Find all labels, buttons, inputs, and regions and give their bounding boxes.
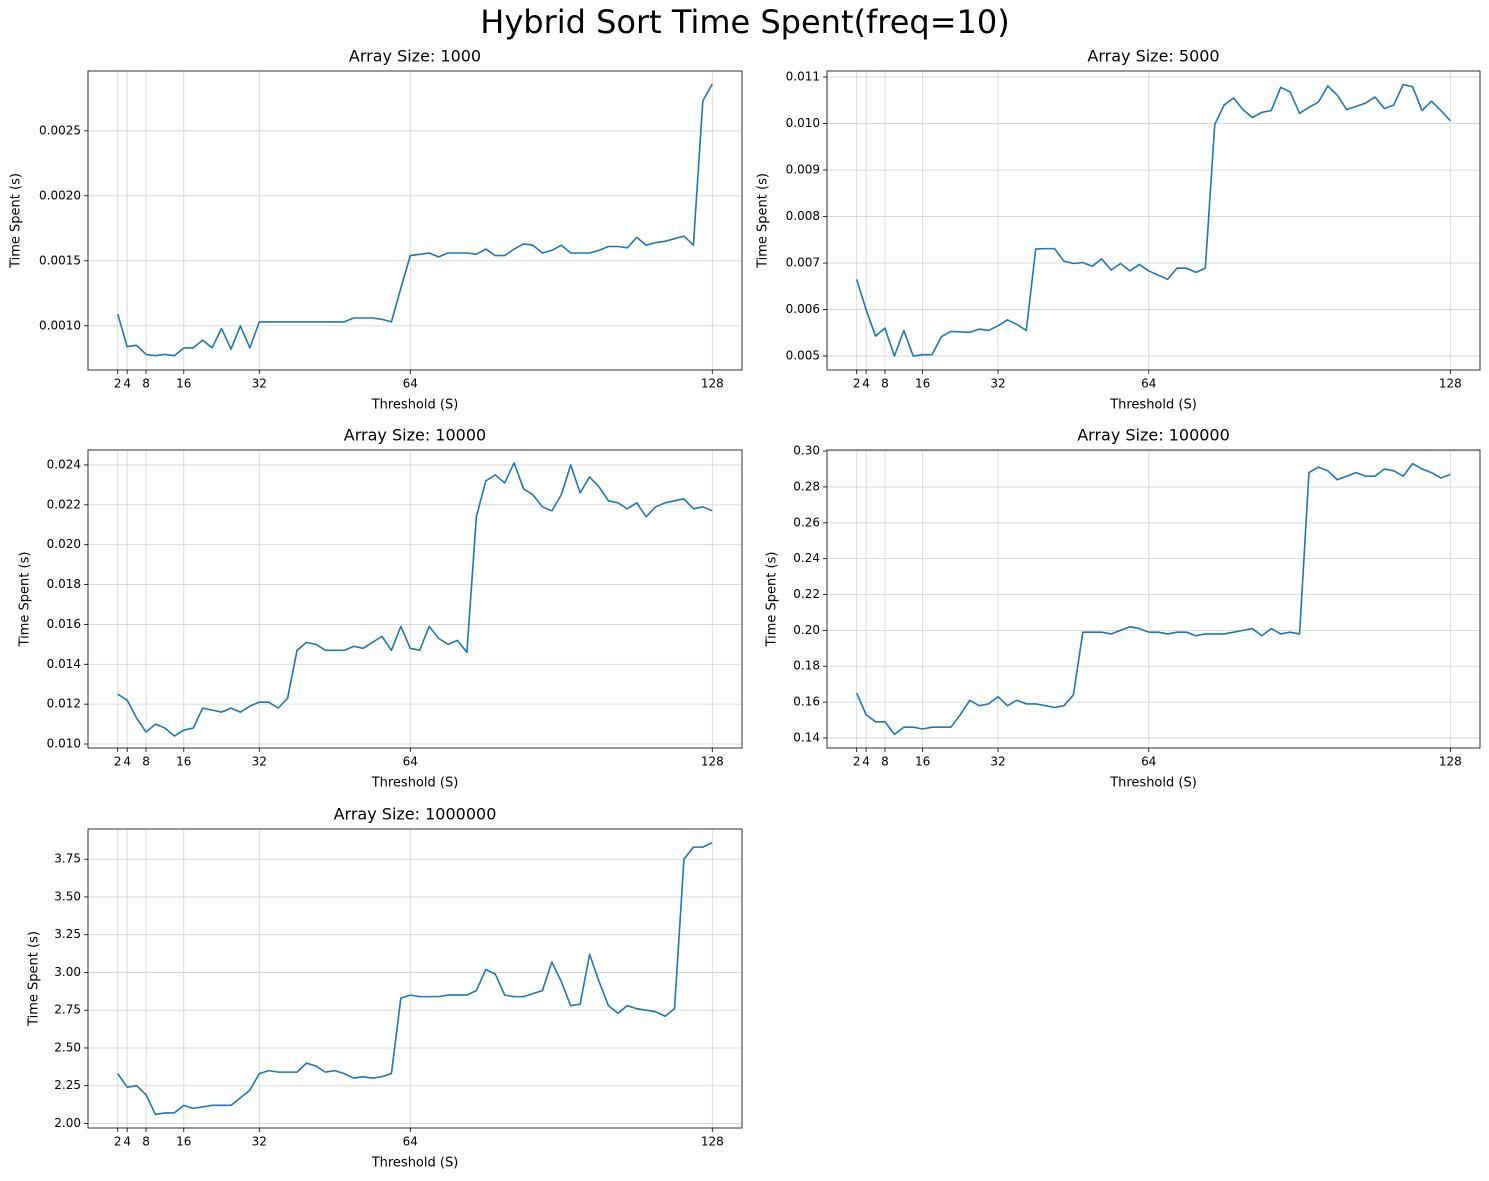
x-tick-label: 16 xyxy=(915,377,930,391)
y-tick-label: 0.26 xyxy=(793,515,820,529)
x-tick-label: 32 xyxy=(990,377,1005,391)
y-tick-label: 0.009 xyxy=(786,163,820,177)
y-tick-label: 0.0015 xyxy=(39,253,81,267)
x-axis-label: Threshold (S) xyxy=(371,1156,459,1171)
x-tick-label: 32 xyxy=(252,1135,267,1149)
subplot-title: Array Size: 100000 xyxy=(1077,426,1230,445)
y-tick-label: 0.012 xyxy=(47,697,81,711)
y-tick-label: 0.007 xyxy=(786,256,820,270)
x-tick-label: 4 xyxy=(862,755,870,769)
y-tick-label: 0.0020 xyxy=(39,188,81,202)
y-tick-label: 0.018 xyxy=(47,577,81,591)
subplot-title: Array Size: 5000 xyxy=(1087,47,1219,66)
x-tick-label: 64 xyxy=(403,377,418,391)
data-line xyxy=(116,83,713,357)
plot-frame xyxy=(87,449,743,749)
y-tick-label: 0.022 xyxy=(47,497,81,511)
y-tick-label: 0.0025 xyxy=(39,123,81,137)
x-tick-label: 8 xyxy=(142,755,150,769)
x-tick-label: 2 xyxy=(114,377,122,391)
y-tick-label: 0.30 xyxy=(793,444,820,458)
y-axis-label: Time Spent (s) xyxy=(765,552,780,648)
y-tick-label: 0.008 xyxy=(786,209,820,223)
plot-frame xyxy=(826,449,1481,749)
y-tick-label: 3.75 xyxy=(54,852,81,866)
x-tick-label: 8 xyxy=(142,377,150,391)
x-tick-label: 2 xyxy=(114,755,122,769)
data-line xyxy=(117,841,713,1116)
y-tick-label: 0.28 xyxy=(793,479,820,493)
y-tick-label: 2.50 xyxy=(54,1040,81,1054)
subplot-title: Array Size: 10000 xyxy=(344,426,486,445)
x-tick-label: 16 xyxy=(176,755,191,769)
x-tick-label: 32 xyxy=(990,755,1005,769)
x-tick-label: 32 xyxy=(252,755,267,769)
x-tick-label: 8 xyxy=(881,377,889,391)
x-tick-label: 2 xyxy=(853,377,861,391)
y-axis-label: Time Spent (s) xyxy=(27,931,42,1027)
y-tick-label: 0.016 xyxy=(47,617,81,631)
x-tick-label: 4 xyxy=(123,755,131,769)
y-tick-label: 0.011 xyxy=(786,70,820,84)
x-tick-label: 4 xyxy=(862,377,870,391)
plot-frame xyxy=(87,70,743,371)
x-tick-label: 16 xyxy=(176,1135,191,1149)
x-tick-label: 2 xyxy=(853,755,861,769)
x-axis-label: Threshold (S) xyxy=(371,776,459,791)
x-tick-label: 4 xyxy=(123,377,131,391)
x-tick-label: 128 xyxy=(1439,377,1462,391)
data-line xyxy=(855,83,1451,357)
y-axis-label: Time Spent (s) xyxy=(9,173,24,269)
x-tick-label: 64 xyxy=(1141,377,1156,391)
y-tick-label: 0.14 xyxy=(793,730,820,744)
y-tick-label: 0.020 xyxy=(47,537,81,551)
y-axis-label: Time Spent (s) xyxy=(18,552,33,648)
x-tick-label: 128 xyxy=(701,1135,724,1149)
x-tick-label: 64 xyxy=(403,1135,418,1149)
y-tick-label: 0.18 xyxy=(793,659,820,673)
x-tick-label: 32 xyxy=(252,377,267,391)
y-tick-label: 0.014 xyxy=(47,657,81,671)
data-line xyxy=(855,462,1451,736)
x-tick-label: 128 xyxy=(701,377,724,391)
y-tick-label: 0.005 xyxy=(786,349,820,363)
x-tick-label: 128 xyxy=(1439,755,1462,769)
y-tick-label: 2.75 xyxy=(54,1003,81,1017)
y-tick-label: 2.25 xyxy=(54,1078,81,1092)
data-line xyxy=(117,462,713,737)
x-tick-label: 16 xyxy=(176,377,191,391)
subplot-title: Array Size: 1000000 xyxy=(334,805,497,824)
y-tick-label: 3.00 xyxy=(54,965,81,979)
y-tick-label: 0.20 xyxy=(793,623,820,637)
y-tick-label: 0.16 xyxy=(793,695,820,709)
x-tick-label: 8 xyxy=(881,755,889,769)
x-tick-label: 4 xyxy=(123,1135,131,1149)
x-axis-label: Threshold (S) xyxy=(1109,398,1197,413)
x-tick-label: 64 xyxy=(1141,755,1156,769)
y-tick-label: 0.22 xyxy=(793,587,820,601)
y-tick-label: 0.24 xyxy=(793,551,820,565)
x-tick-label: 64 xyxy=(403,755,418,769)
y-tick-label: 2.00 xyxy=(54,1116,81,1130)
figure-title: Hybrid Sort Time Spent(freq=10) xyxy=(480,3,1009,41)
y-tick-label: 3.25 xyxy=(54,927,81,941)
x-tick-label: 128 xyxy=(701,755,724,769)
y-tick-label: 0.010 xyxy=(786,116,820,130)
x-tick-label: 8 xyxy=(142,1135,150,1149)
y-tick-label: 0.010 xyxy=(47,737,81,751)
plot-frame xyxy=(87,828,743,1129)
y-tick-label: 0.024 xyxy=(47,457,81,471)
plot-frame xyxy=(826,70,1481,371)
x-tick-label: 16 xyxy=(915,755,930,769)
subplot-title: Array Size: 1000 xyxy=(349,47,481,66)
y-tick-label: 3.50 xyxy=(54,889,81,903)
y-tick-label: 0.006 xyxy=(786,302,820,316)
y-axis-label: Time Spent (s) xyxy=(756,173,771,269)
x-axis-label: Threshold (S) xyxy=(371,398,459,413)
x-tick-label: 2 xyxy=(114,1135,122,1149)
y-tick-label: 0.0010 xyxy=(39,318,81,332)
x-axis-label: Threshold (S) xyxy=(1109,776,1197,791)
